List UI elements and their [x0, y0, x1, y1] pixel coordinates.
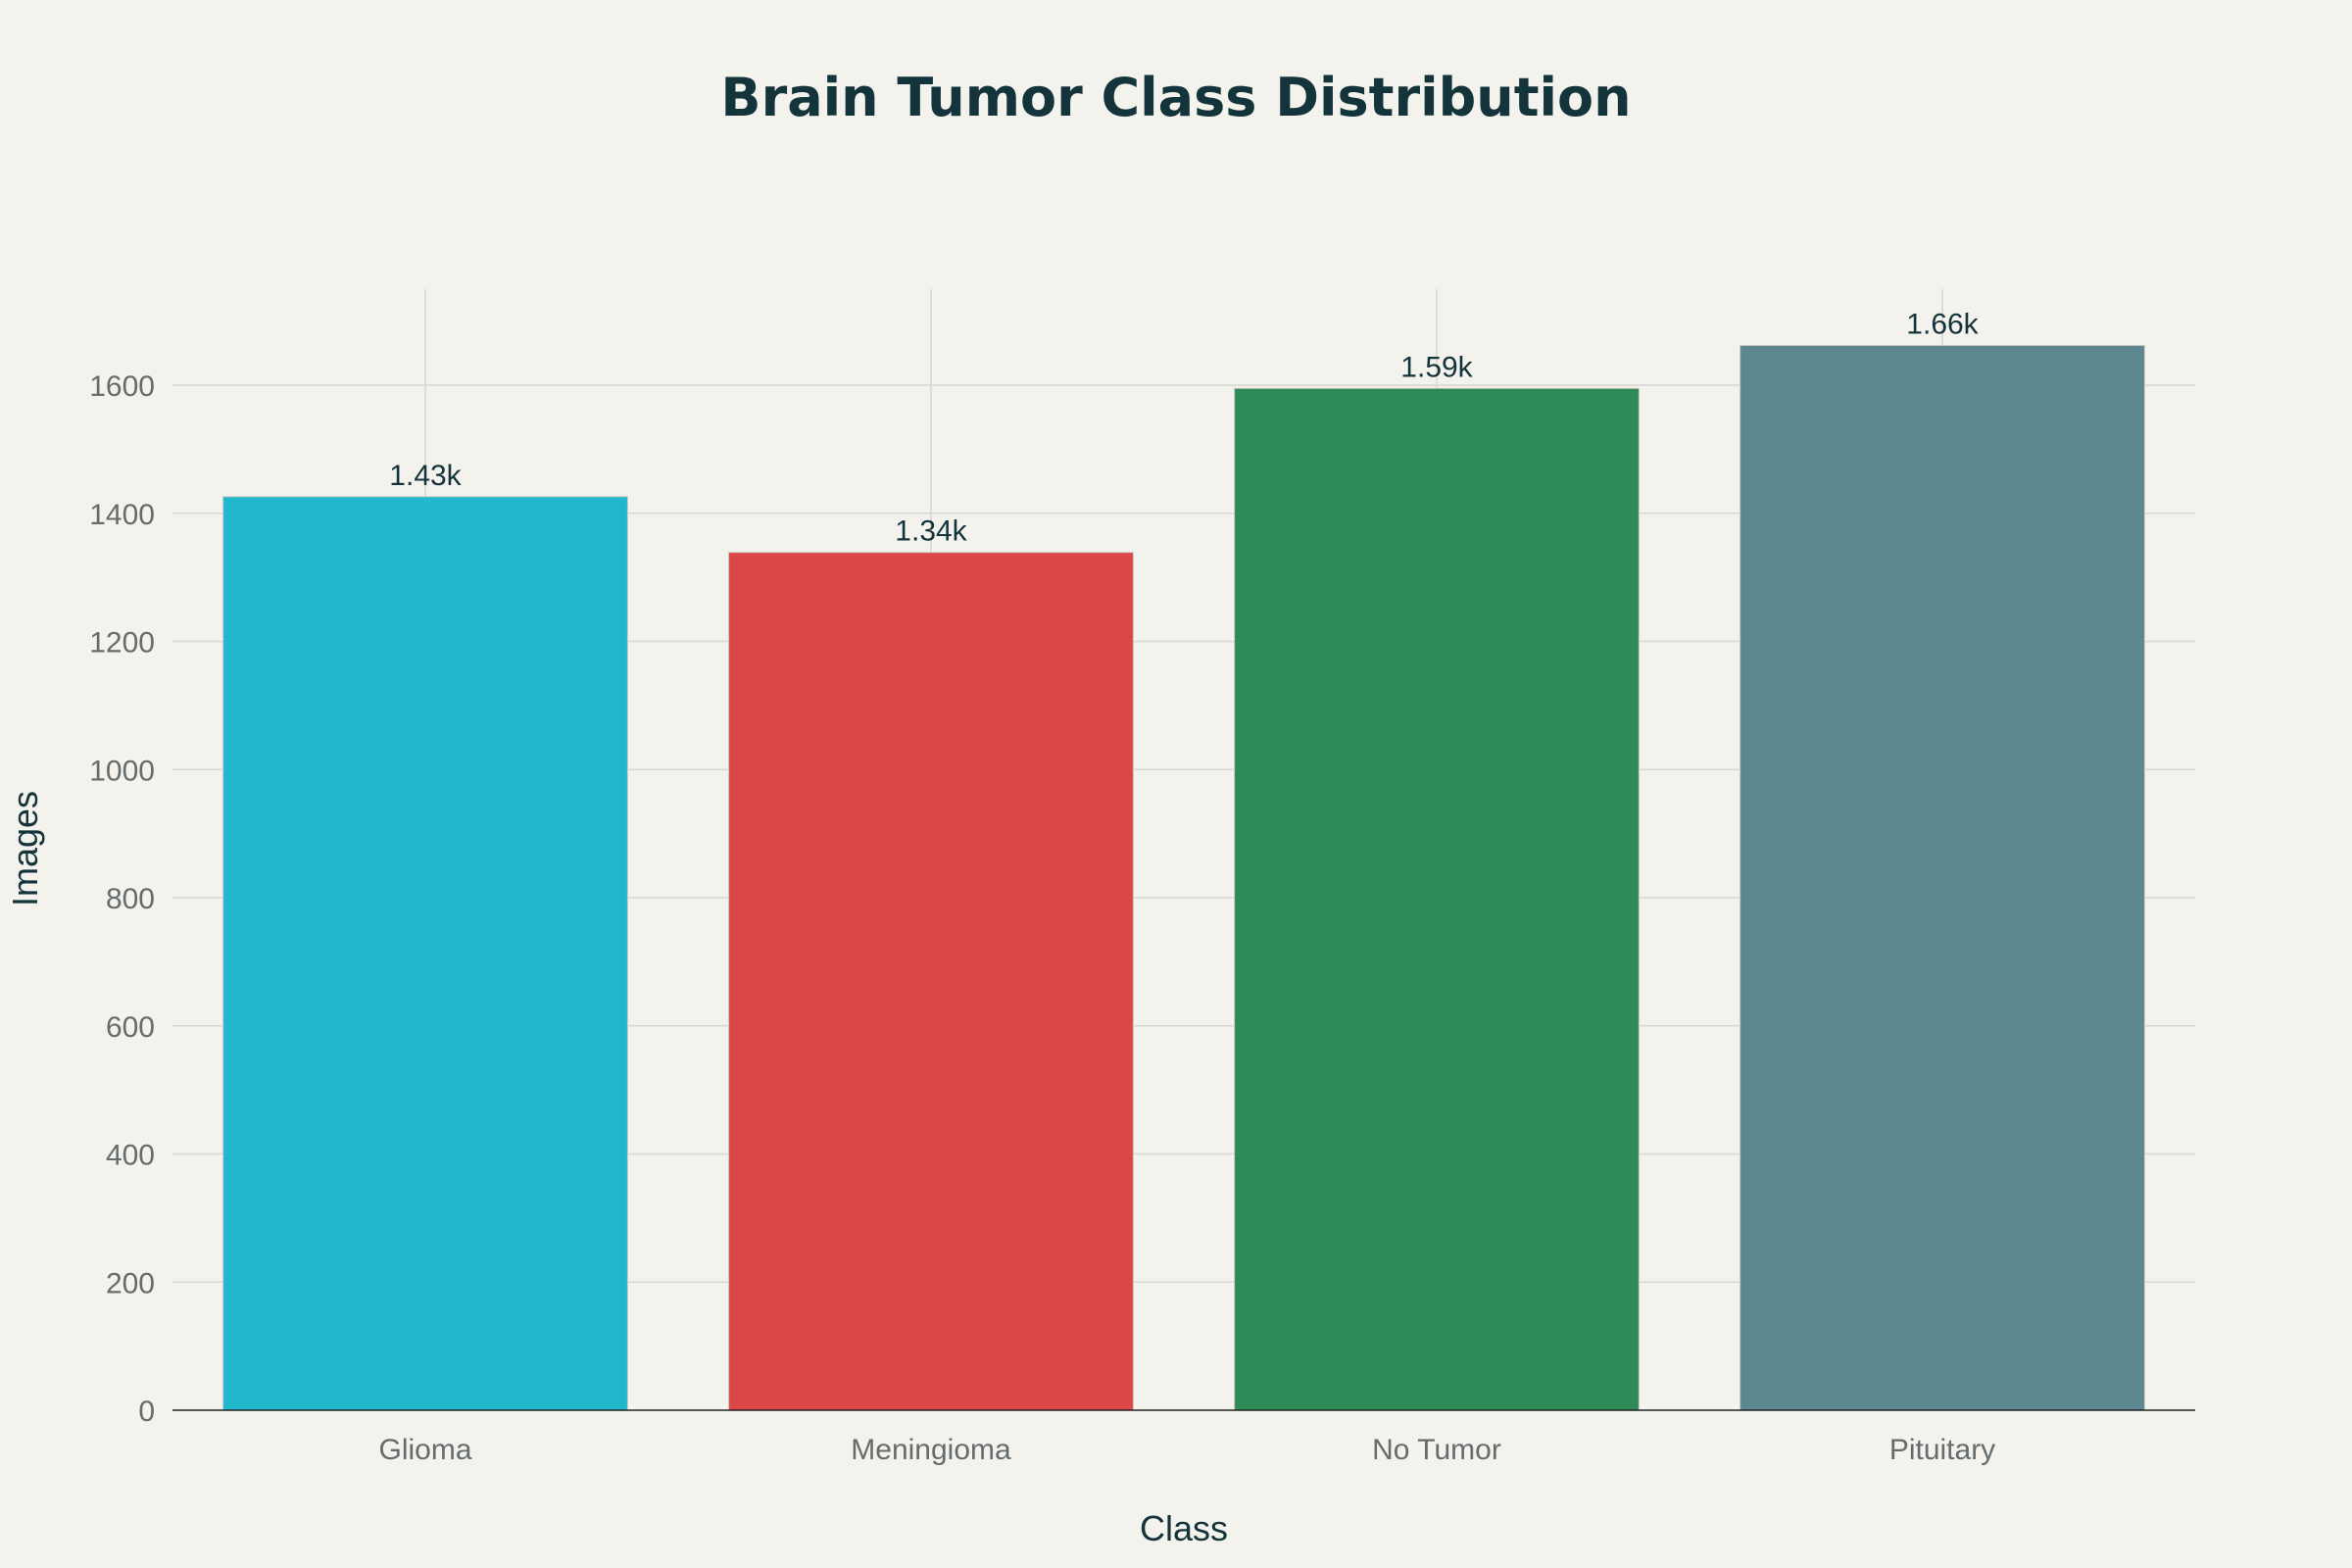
y-tick-label: 800 [106, 883, 155, 915]
bar-meningioma [728, 552, 1134, 1411]
chart-title: Brain Tumor Class Distribution [720, 67, 1631, 128]
bar-no-tumor [1234, 387, 1640, 1411]
data-label: 1.59k [1400, 351, 1473, 383]
y-tick-label: 200 [106, 1267, 155, 1299]
x-axis-title: Class [1140, 1508, 1228, 1548]
y-tick-label: 400 [106, 1140, 155, 1172]
x-tick-label: No Tumor [1372, 1434, 1501, 1466]
y-tick-label: 1400 [89, 499, 155, 531]
data-label: 1.34k [895, 515, 967, 548]
y-tick-label: 1000 [89, 755, 155, 787]
data-label: 1.43k [389, 460, 462, 492]
bar-pituitary [1740, 345, 2145, 1411]
y-tick-label: 600 [106, 1011, 155, 1044]
x-tick-labels: Glioma Meningioma No Tumor Pituitary [378, 1434, 1995, 1466]
bar-glioma [222, 496, 628, 1411]
y-tick-label: 0 [138, 1396, 155, 1428]
bars [222, 345, 2145, 1411]
data-label: 1.66k [1906, 309, 1979, 341]
x-tick-label: Meningioma [851, 1434, 1011, 1466]
y-tick-label: 1200 [89, 627, 155, 660]
data-labels: 1.43k 1.34k 1.59k 1.66k [389, 309, 1979, 548]
y-axis-title: Images [5, 791, 45, 906]
y-tick-labels: 0 200 400 600 800 1000 1200 1400 1600 [89, 370, 155, 1428]
x-tick-label: Glioma [378, 1434, 471, 1466]
x-tick-label: Pituitary [1889, 1434, 1995, 1466]
y-tick-label: 1600 [89, 370, 155, 403]
